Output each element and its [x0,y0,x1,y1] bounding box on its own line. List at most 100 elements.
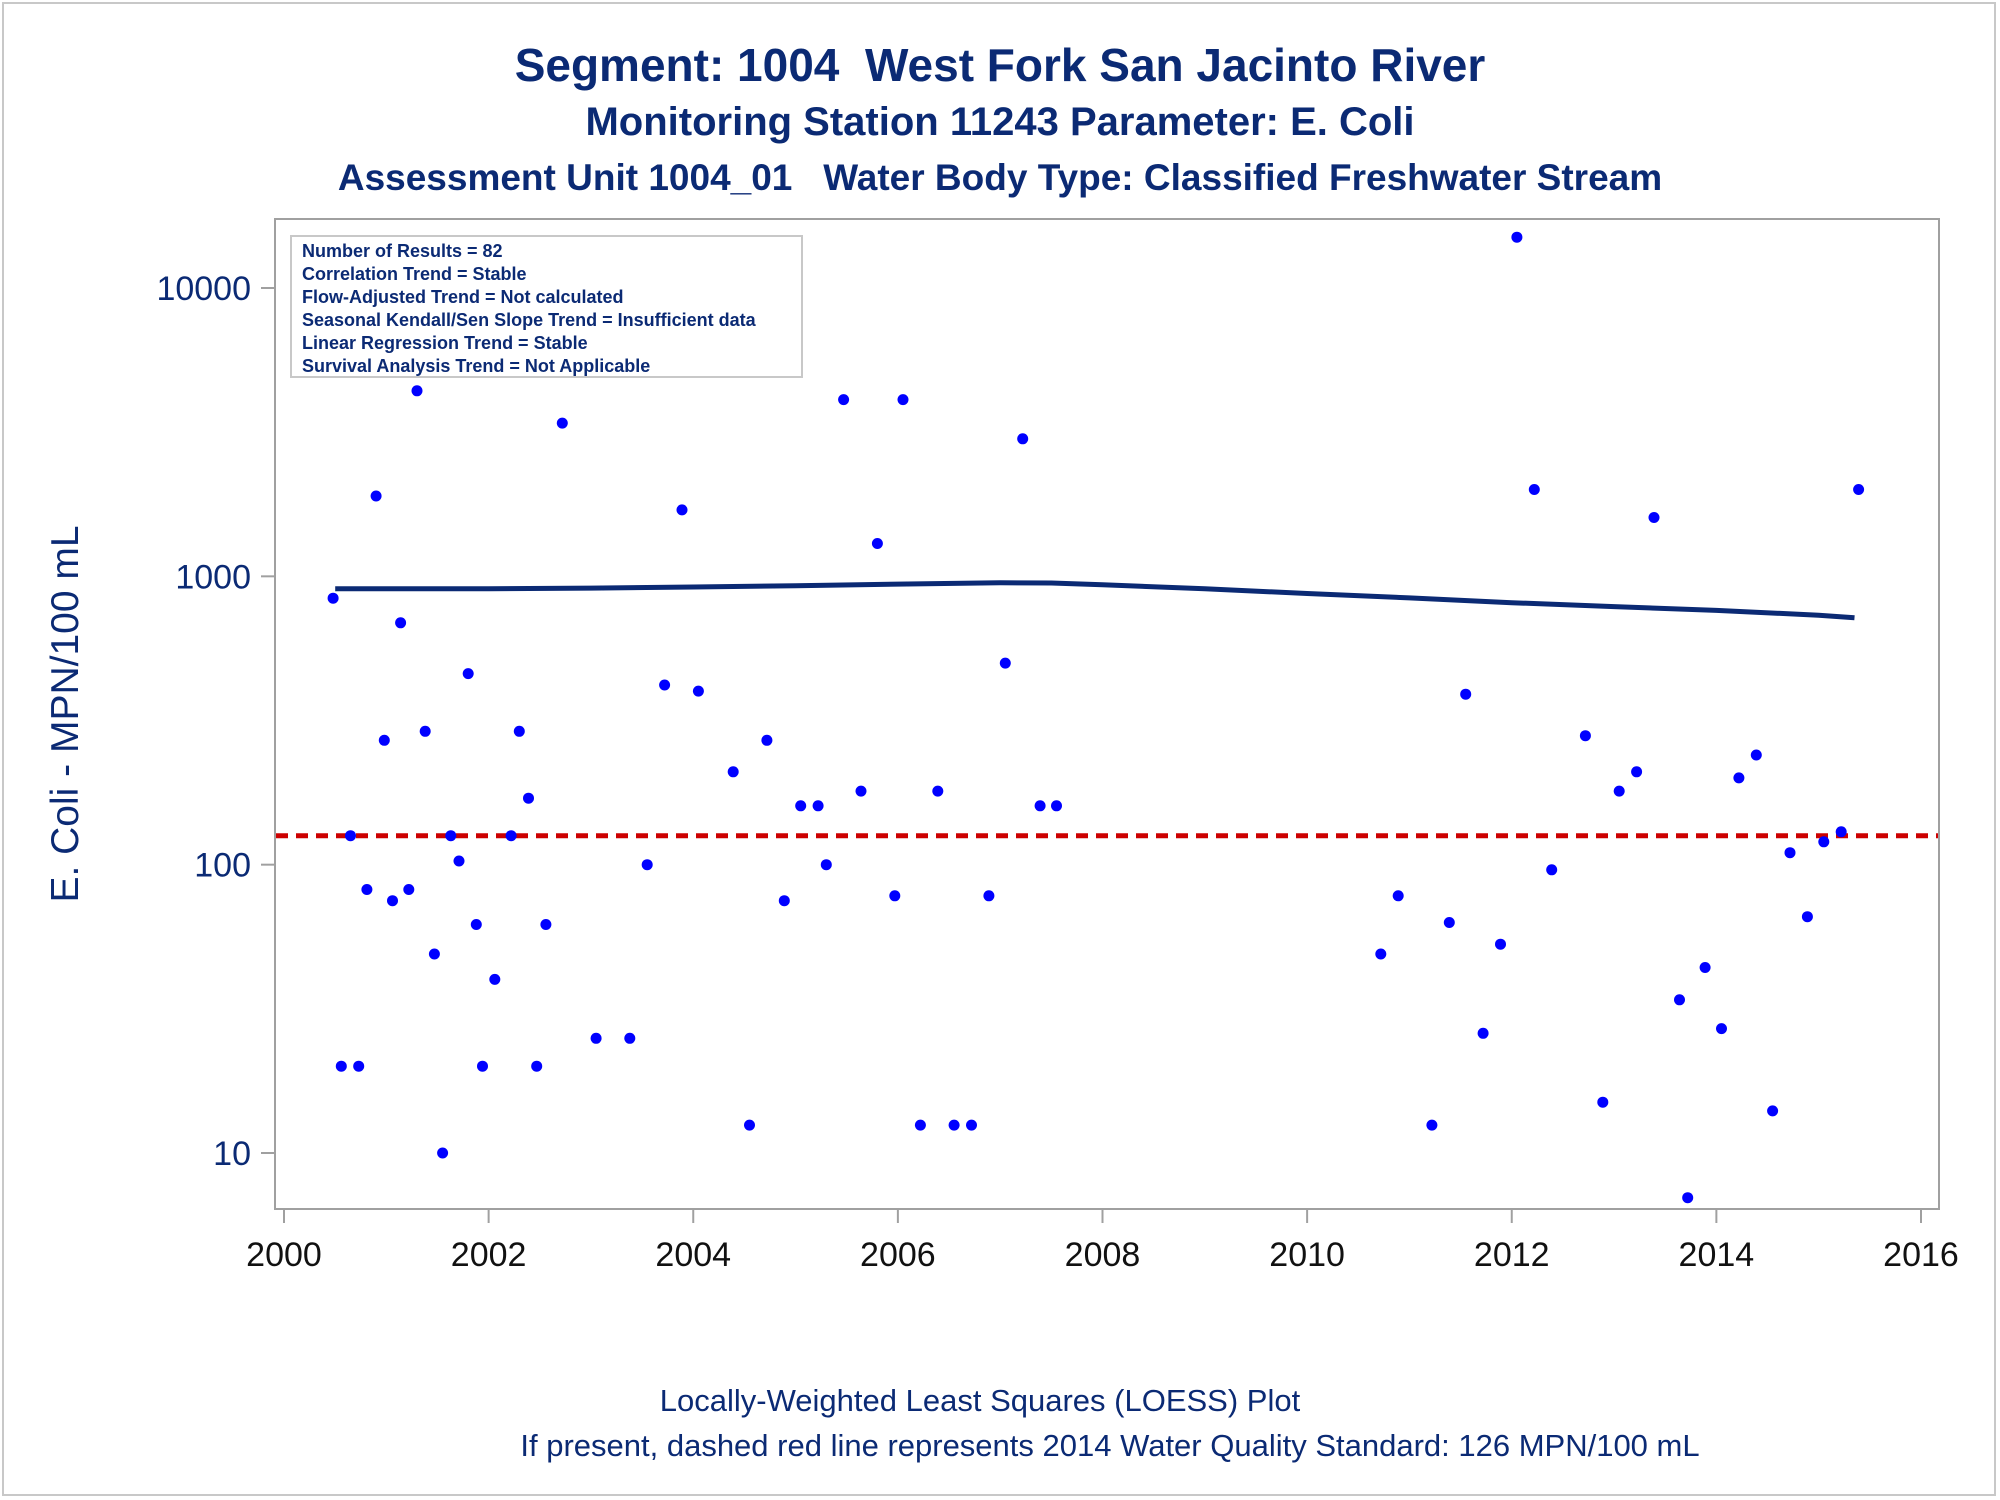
data-point [489,973,501,985]
x-tick-label: 2010 [1269,1236,1345,1274]
data-point [1648,512,1660,523]
data-point [590,1032,602,1044]
data-point [966,1119,977,1131]
data-point [1443,917,1455,928]
data-point [428,948,440,960]
y-tick-label: 10 [213,1135,251,1173]
data-point [403,884,415,895]
data-point [477,1060,488,1072]
stats-line: Number of Results = 82 [302,241,503,261]
data-point [395,617,407,629]
data-point [378,734,390,746]
data-point [387,895,398,907]
data-point [1853,484,1865,495]
y-axis-label: E. Coli - MPN/100 mL [44,525,87,902]
data-point [1597,1096,1609,1108]
data-point [1392,890,1404,902]
y-tick-label: 10000 [156,270,251,308]
data-point [1034,800,1046,812]
data-point [838,394,850,406]
data-point [1716,1023,1727,1035]
x-tick-label: 2004 [655,1236,731,1274]
data-point [411,385,423,397]
data-point [1767,1105,1779,1117]
data-point [692,685,704,697]
data-point [556,417,568,429]
data-point [513,725,525,737]
stats-line: Correlation Trend = Stable [302,264,527,284]
data-point [744,1119,755,1131]
data-point [932,785,944,797]
data-point [795,800,807,812]
x-tick-label: 2000 [246,1236,322,1274]
data-point [335,1060,347,1072]
data-point [727,766,739,778]
data-point [1835,826,1847,838]
x-tick-label: 2014 [1679,1236,1755,1274]
data-point [1784,847,1796,859]
data-point [1613,785,1625,797]
data-point [1631,766,1643,778]
data-point [1426,1119,1438,1131]
data-point [948,1119,960,1131]
data-point [1750,749,1762,761]
data-point [820,859,832,871]
data-point [761,734,773,746]
data-point [1528,484,1540,495]
data-point [462,668,474,680]
data-point [1801,911,1813,923]
data-point [1699,962,1711,973]
footnote-loess: Locally-Weighted Least Squares (LOESS) P… [659,1383,1301,1418]
data-point [361,884,373,895]
y-tick-label: 1000 [175,558,251,596]
x-tick-label: 2006 [860,1236,936,1274]
chart-subtitle-assessment: Assessment Unit 1004_01 Water Body Type:… [337,157,1663,198]
data-point [983,890,995,902]
data-point [1495,938,1506,950]
data-point [470,919,482,930]
data-point [999,657,1011,669]
data-point [523,792,534,804]
data-point [1017,433,1029,445]
data-point [855,785,867,797]
footnote-standard: If present, dashed red line represents 2… [520,1428,1700,1463]
data-point [624,1032,636,1044]
x-tick-label: 2002 [451,1236,527,1274]
data-point [1682,1192,1694,1204]
data-point [540,919,552,930]
data-point [778,895,790,907]
data-point [1511,231,1523,243]
data-point [1546,864,1558,876]
data-point [659,679,671,691]
data-point [437,1147,449,1159]
data-point [1051,800,1062,812]
data-point [641,859,653,871]
data-point [353,1060,365,1072]
data-point [1460,688,1472,700]
x-tick-label: 2008 [1065,1236,1141,1274]
data-point [889,890,901,902]
data-point [1579,730,1591,742]
data-point [1733,772,1745,784]
data-point [914,1119,926,1131]
data-point [1818,836,1830,848]
data-point [676,504,688,516]
y-axis: 10 100 1000 10000 [156,270,275,1173]
data-points [327,231,1865,1204]
trend-stats-box: Number of Results = 82 Correlation Trend … [290,235,803,378]
data-point [1477,1027,1489,1039]
data-point [1375,948,1387,960]
x-axis: 2000 2002 2004 2006 2008 2010 2012 2014 2016 [246,1209,1959,1274]
stats-line: Survival Analysis Trend = Not Applicable [302,356,650,376]
data-point [445,830,457,842]
data-point [812,800,824,812]
data-point [531,1060,543,1072]
data-point [419,725,431,737]
stats-line: Flow-Adjusted Trend = Not calculated [302,287,624,307]
data-point [345,830,356,842]
data-point [327,592,339,604]
data-point [897,394,909,406]
plot-area-frame [274,218,1940,1210]
